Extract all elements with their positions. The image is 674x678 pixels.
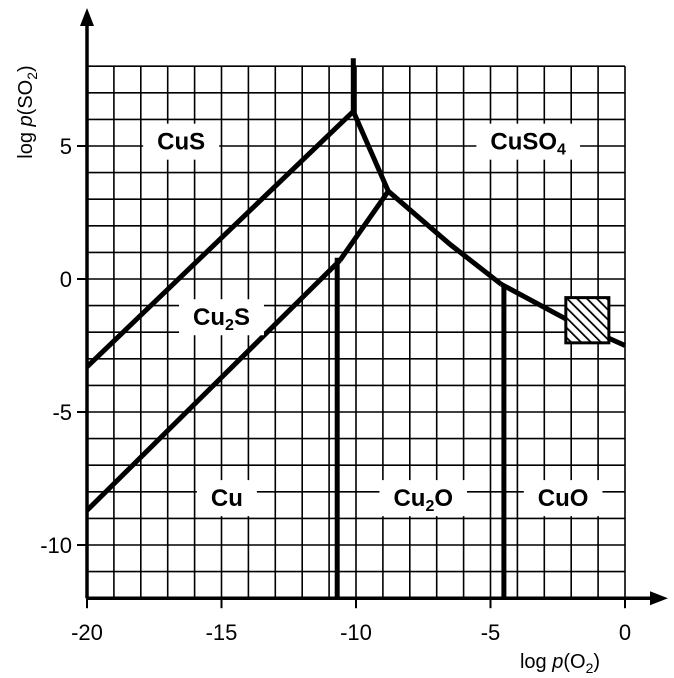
hatched-region-box [564,296,611,345]
x-tick-label: -20 [71,620,103,645]
x-tick-label: 0 [619,620,631,645]
x-tick-label: -5 [481,620,501,645]
region-label-cu2o: Cu2O [379,480,468,517]
y-axis-title: log p(SO2) [15,65,40,158]
phase-boundary-line [351,110,391,193]
phase-boundary-line [85,258,342,513]
region-label-text: Cu [211,485,243,512]
region-label-text: Cu2S [193,304,250,334]
region-label-text: Cu2O [393,485,453,515]
y-tick-label: 5 [60,134,72,159]
region-label-background [523,480,603,517]
phase-boundaries [85,58,627,599]
region-label-cuo: CuO [523,480,603,517]
phase-boundary-line [337,189,391,262]
region-label-cuso4: CuSO4 [476,123,581,160]
region-label-text: CuSO4 [490,129,566,159]
y-tick-label: -10 [40,533,72,558]
phase-boundary-line [386,189,503,287]
region-label-background [179,299,264,336]
x-axis-title: log p(O2) [520,651,600,676]
region-label-text: CuO [538,485,589,512]
region-label-cu2s: Cu2S [179,299,264,336]
region-label-cu: Cu [196,480,257,517]
region-label-background [143,123,220,160]
x-axis-arrow [650,591,668,606]
y-tick-label: -5 [52,400,72,425]
x-tick-label: -10 [340,620,372,645]
y-tick-label: 0 [60,267,72,292]
region-label-background [379,480,468,517]
region-label-background [476,123,581,160]
region-label-text: CuS [157,129,205,156]
axes: -20 -15 -10 -5 0 -10 -5 0 5 [40,8,668,645]
region-labels: CuS CuSO4 Cu2S Cu Cu2O CuO [143,123,603,517]
region-label-background [196,480,257,517]
region-label-cus: CuS [143,123,220,160]
phase-boundary-line [85,109,356,369]
x-tick-label: -15 [206,620,238,645]
y-axis-arrow [80,8,94,26]
